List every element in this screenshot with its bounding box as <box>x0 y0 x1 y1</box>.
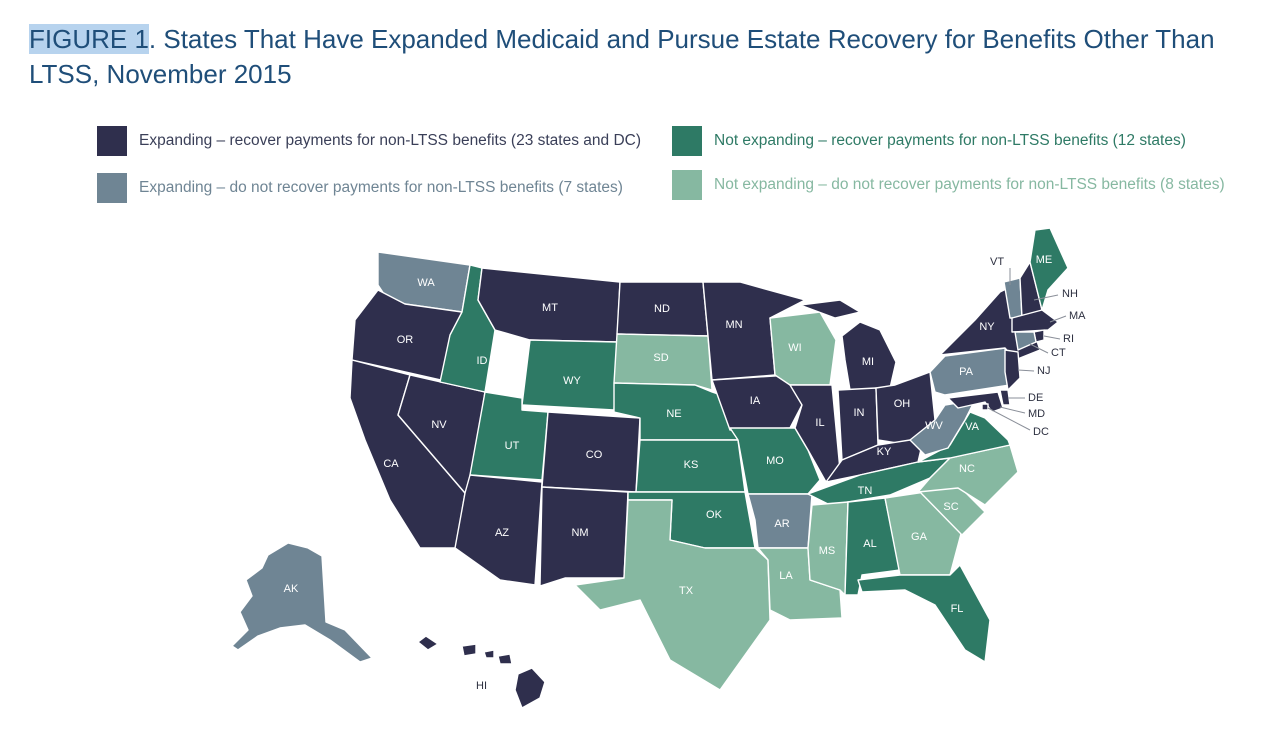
legend-item-expanding-recover: Expanding – recover payments for non-LTS… <box>97 126 641 156</box>
state-label-la: LA <box>779 570 793 582</box>
state-label-or: OR <box>397 334 414 346</box>
state-label-id: ID <box>477 355 488 367</box>
state-label-md: MD <box>1028 408 1045 420</box>
state-label-nd: ND <box>654 303 670 315</box>
state-label-wy: WY <box>563 375 581 387</box>
legend-label: Expanding – recover payments for non-LTS… <box>139 132 642 149</box>
state-tx <box>574 499 771 691</box>
state-label-nv: NV <box>431 419 447 431</box>
figure-title: FIGURE 1. States That Have Expanded Medi… <box>29 22 1249 92</box>
state-shapes <box>231 227 1069 709</box>
state-label-ga: GA <box>911 531 928 543</box>
state-label-wi: WI <box>788 342 801 354</box>
state-mi <box>799 299 897 391</box>
state-label-hi: HI <box>476 680 487 692</box>
state-nj <box>1004 349 1021 391</box>
legend-swatch <box>672 126 702 156</box>
state-label-wa: WA <box>417 277 435 289</box>
state-label-al: AL <box>863 538 876 550</box>
state-label-mo: MO <box>766 455 784 467</box>
state-nm <box>539 486 629 587</box>
state-ct <box>1014 331 1037 351</box>
legend-swatch <box>672 170 702 200</box>
legend-item-expanding-no-recover: Expanding – do not recover payments for … <box>97 173 623 203</box>
state-label-co: CO <box>586 449 603 461</box>
legend-item-not-expanding-recover: Not expanding – recover payments for non… <box>672 126 1186 156</box>
state-label-vt: VT <box>990 256 1004 268</box>
state-label-pa: PA <box>959 366 974 378</box>
state-label-ky: KY <box>877 446 892 458</box>
state-label-ma: MA <box>1069 310 1086 322</box>
legend-item-not-expanding-no-recover: Not expanding – do not recover payments … <box>672 170 1225 200</box>
state-label-mi: MI <box>862 356 874 368</box>
state-wi <box>769 311 837 386</box>
legend-swatch <box>97 173 127 203</box>
state-label-nm: NM <box>571 527 588 539</box>
legend-swatch <box>97 126 127 156</box>
state-wv <box>909 399 976 456</box>
state-label-ne: NE <box>666 408 681 420</box>
state-il <box>789 384 841 483</box>
state-label-mt: MT <box>542 302 558 314</box>
state-label-ca: CA <box>383 458 399 470</box>
state-label-ks: KS <box>684 459 699 471</box>
state-label-ut: UT <box>505 440 520 452</box>
state-de <box>999 389 1011 406</box>
state-ak <box>231 542 373 663</box>
state-label-nc: NC <box>959 463 975 475</box>
state-sd <box>613 333 713 391</box>
state-hi <box>417 635 546 709</box>
state-label-sc: SC <box>943 501 958 513</box>
state-label-de: DE <box>1028 392 1043 404</box>
state-md <box>947 391 1004 413</box>
state-fl <box>857 564 991 663</box>
state-label-az: AZ <box>495 527 509 539</box>
state-label-wv: WV <box>925 420 943 432</box>
state-label-dc: DC <box>1033 426 1049 438</box>
state-label-ia: IA <box>750 395 761 407</box>
legend-label: Not expanding – recover payments for non… <box>714 132 1186 149</box>
state-label-nh: NH <box>1062 288 1078 300</box>
state-label-ok: OK <box>706 509 723 521</box>
figure-title-text: . States That Have Expanded Medicaid and… <box>29 24 1215 89</box>
state-label-in: IN <box>854 407 865 419</box>
legend-label: Not expanding – do not recover payments … <box>714 176 1225 193</box>
state-label-fl: FL <box>951 603 964 615</box>
state-label-tn: TN <box>858 485 873 497</box>
state-label-tx: TX <box>679 585 694 597</box>
state-labels: WA OR CA NV ID MT WY UT AZ CO NM ND SD N… <box>284 254 1087 692</box>
state-label-il: IL <box>815 417 824 429</box>
state-label-me: ME <box>1036 254 1053 266</box>
state-label-ak: AK <box>284 583 299 595</box>
state-label-va: VA <box>965 421 980 433</box>
state-label-mn: MN <box>725 319 742 331</box>
state-ma <box>1011 309 1059 333</box>
state-label-ri: RI <box>1063 333 1074 345</box>
state-label-ar: AR <box>774 518 789 530</box>
state-label-oh: OH <box>894 398 911 410</box>
figure-label: FIGURE 1 <box>29 24 149 54</box>
state-label-nj: NJ <box>1037 365 1050 377</box>
state-label-ct: CT <box>1051 347 1066 359</box>
state-dc <box>981 403 989 411</box>
state-label-sd: SD <box>653 352 668 364</box>
state-label-ms: MS <box>819 545 836 557</box>
legend-label: Expanding – do not recover payments for … <box>139 179 623 196</box>
state-label-ny: NY <box>979 321 995 333</box>
